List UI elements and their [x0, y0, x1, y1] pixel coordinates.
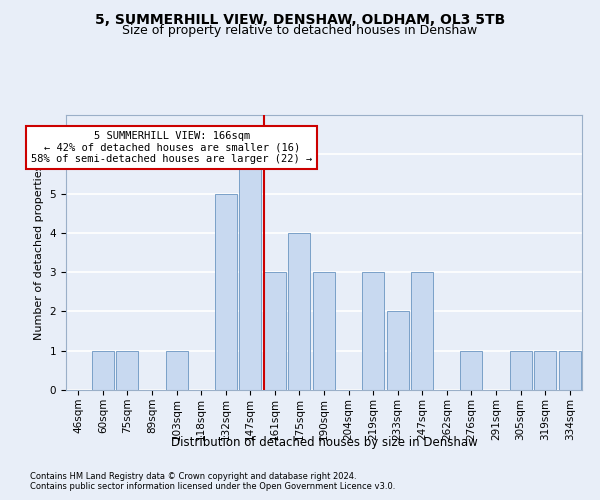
Text: Contains HM Land Registry data © Crown copyright and database right 2024.: Contains HM Land Registry data © Crown c…	[30, 472, 356, 481]
Bar	[264, 272, 286, 390]
Bar	[411, 272, 433, 390]
Bar	[534, 350, 556, 390]
Bar	[559, 350, 581, 390]
Text: 5, SUMMERHILL VIEW, DENSHAW, OLDHAM, OL3 5TB: 5, SUMMERHILL VIEW, DENSHAW, OLDHAM, OL3…	[95, 12, 505, 26]
Bar	[509, 350, 532, 390]
Bar	[289, 233, 310, 390]
Text: Size of property relative to detached houses in Denshaw: Size of property relative to detached ho…	[122, 24, 478, 37]
Y-axis label: Number of detached properties: Number of detached properties	[34, 165, 44, 340]
Bar	[166, 350, 188, 390]
Bar	[362, 272, 384, 390]
Text: 5 SUMMERHILL VIEW: 166sqm
← 42% of detached houses are smaller (16)
58% of semi-: 5 SUMMERHILL VIEW: 166sqm ← 42% of detac…	[31, 130, 312, 164]
Bar	[386, 312, 409, 390]
Text: Distribution of detached houses by size in Denshaw: Distribution of detached houses by size …	[170, 436, 478, 449]
Bar	[92, 350, 114, 390]
Bar	[460, 350, 482, 390]
Bar	[116, 350, 139, 390]
Bar	[215, 194, 237, 390]
Text: Contains public sector information licensed under the Open Government Licence v3: Contains public sector information licen…	[30, 482, 395, 491]
Bar	[313, 272, 335, 390]
Bar	[239, 154, 262, 390]
